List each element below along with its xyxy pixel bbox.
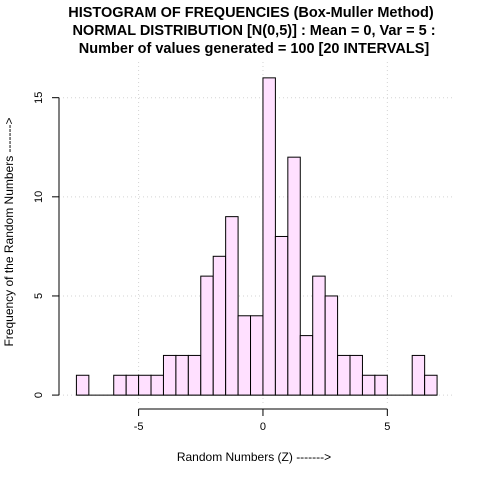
histogram-bar <box>162 354 177 396</box>
histogram-bar <box>250 315 264 396</box>
y-tick-label: 15 <box>33 92 45 104</box>
histogram-bars <box>75 77 438 396</box>
histogram-bar <box>299 335 314 396</box>
y-tick-label: 0 <box>33 392 45 398</box>
chart-title-line-1: HISTOGRAM OF FREQUENCIES (Box-Muller Met… <box>68 5 434 21</box>
histogram-bar <box>225 216 239 396</box>
histogram-bar <box>175 354 189 396</box>
x-tick-label: -5 <box>134 421 144 433</box>
x-tick-label: 5 <box>384 421 390 433</box>
histogram-bar <box>424 374 438 396</box>
x-tick-label: 0 <box>260 421 266 433</box>
histogram-bar <box>200 275 214 396</box>
histogram-bar <box>287 156 301 396</box>
axes: -5 0 5 0 5 10 15 <box>33 92 390 433</box>
histogram-bar <box>312 275 326 396</box>
histogram-bar <box>349 354 363 396</box>
histogram-bar <box>187 354 202 396</box>
histogram-bar <box>274 235 289 396</box>
histogram-bar <box>374 374 388 396</box>
chart-title-line-2: NORMAL DISTRIBUTION [N(0,5)] : Mean = 0,… <box>72 23 435 39</box>
histogram-bar <box>125 374 140 396</box>
x-axis-label: Random Numbers (Z) -------> <box>177 450 331 464</box>
histogram-bar <box>361 374 376 396</box>
histogram-bar <box>138 374 152 396</box>
y-tick-label: 5 <box>33 293 45 299</box>
y-tick-label: 10 <box>33 191 45 203</box>
histogram-bar <box>113 374 127 396</box>
histogram-bar <box>411 354 426 396</box>
histogram-bar <box>337 354 351 396</box>
histogram-bar <box>150 374 164 396</box>
chart-title-line-3: Number of values generated = 100 [20 INT… <box>79 41 430 57</box>
histogram-bar <box>237 315 252 396</box>
histogram-bar <box>324 295 339 396</box>
histogram-bar <box>75 374 90 396</box>
y-axis-label: Frequency of the Random Numbers -------> <box>2 117 16 346</box>
histogram-bar <box>262 77 276 396</box>
histogram-bar <box>212 255 227 396</box>
